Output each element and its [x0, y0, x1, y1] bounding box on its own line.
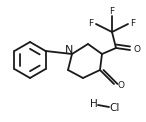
Text: F: F: [110, 6, 115, 15]
Text: N: N: [65, 45, 73, 55]
Text: F: F: [130, 20, 136, 29]
Text: O: O: [118, 81, 125, 91]
Text: Cl: Cl: [110, 103, 120, 113]
Text: F: F: [88, 20, 94, 29]
Text: H: H: [90, 99, 98, 109]
Text: O: O: [133, 45, 140, 54]
